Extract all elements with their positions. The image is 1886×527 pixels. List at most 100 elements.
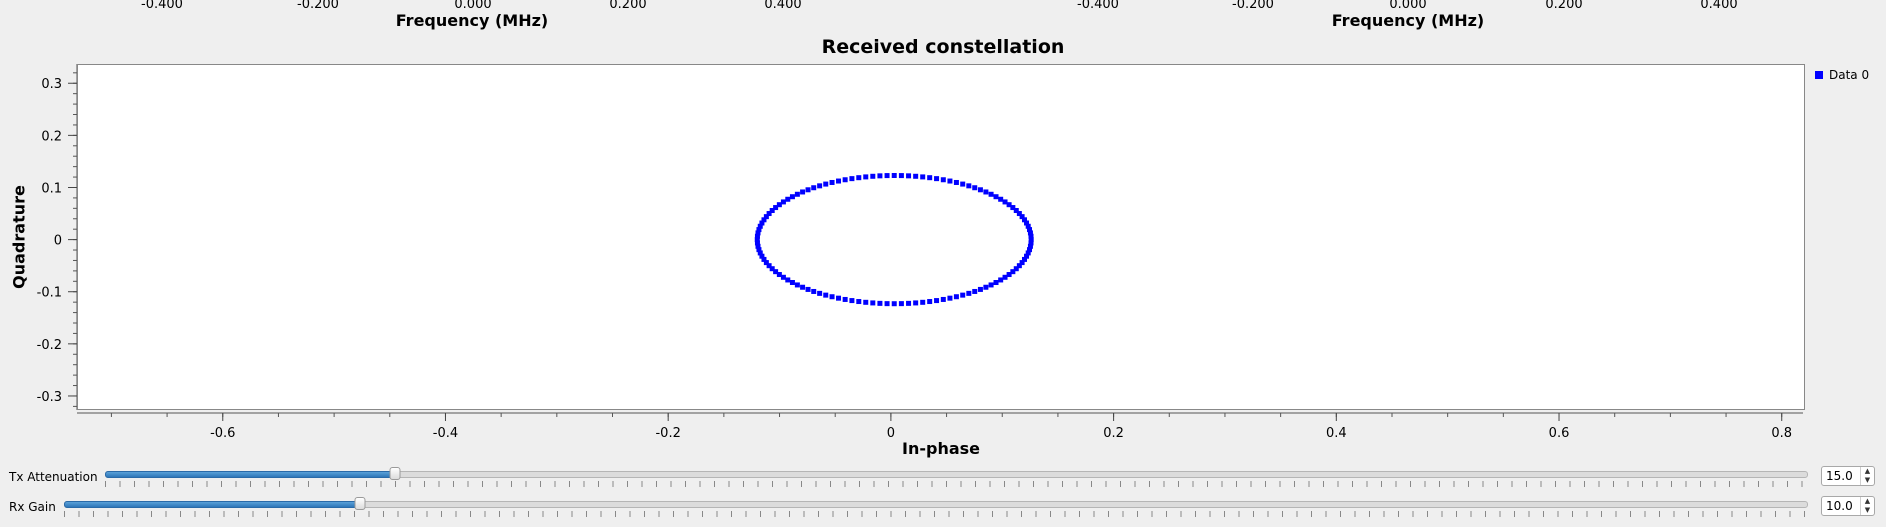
data-point — [856, 299, 862, 305]
top-right-tick: -0.400 — [1077, 0, 1119, 12]
data-point — [759, 253, 765, 259]
data-point — [998, 277, 1004, 283]
data-point — [1010, 205, 1016, 211]
data-point — [1027, 227, 1033, 233]
top-left-axis-title: Frequency (MHz) — [395, 11, 549, 30]
data-point — [789, 280, 795, 286]
slider-handle[interactable] — [389, 467, 400, 480]
data-point — [789, 194, 795, 200]
data-point — [1006, 272, 1012, 278]
x-tick-label: -0.2 — [655, 426, 680, 441]
plot-canvas[interactable] — [77, 64, 1805, 410]
data-point — [794, 191, 800, 197]
data-point — [773, 205, 779, 211]
data-point — [884, 173, 890, 179]
rx-gain-slider[interactable] — [64, 494, 1808, 518]
data-point — [794, 282, 800, 288]
top-left-tick: 0.400 — [764, 0, 802, 12]
constellation-plot — [754, 172, 1034, 307]
data-point — [761, 217, 767, 223]
data-point — [1025, 250, 1031, 256]
data-point — [805, 286, 811, 292]
data-point — [953, 294, 959, 300]
spin-arrows-icon[interactable]: ▲ ▼ — [1860, 467, 1874, 485]
slider-handle[interactable] — [354, 497, 366, 510]
y-tick-label: 0.2 — [41, 129, 62, 144]
data-point — [766, 263, 772, 269]
x-tick-label: 0.2 — [1103, 426, 1124, 441]
data-point — [754, 233, 760, 239]
data-point — [920, 299, 926, 305]
tx-attenuation-spinbox[interactable]: 15.0 ▲ ▼ — [1821, 466, 1875, 486]
data-point — [1028, 240, 1034, 246]
data-point — [1006, 202, 1012, 208]
data-point — [1010, 269, 1016, 275]
legend-label: Data 0 — [1829, 68, 1870, 82]
data-point — [1025, 223, 1031, 229]
top-right-tick: 0.000 — [1389, 0, 1427, 12]
data-point — [960, 181, 966, 187]
data-point — [1002, 274, 1008, 280]
top-right-tick: -0.200 — [1232, 0, 1274, 12]
data-point — [972, 288, 978, 294]
top-right-tick: 0.400 — [1700, 0, 1738, 12]
data-point — [1028, 233, 1034, 239]
data-point — [763, 260, 769, 266]
data-point — [1021, 217, 1027, 223]
top-left-tick: -0.400 — [141, 0, 183, 12]
data-point — [823, 181, 829, 187]
data-point — [785, 196, 791, 202]
data-point — [849, 176, 855, 182]
top-left-tick: 0.000 — [454, 0, 492, 12]
data-point — [800, 189, 806, 195]
rx-gain-spinbox[interactable]: 10.0 ▲ ▼ — [1821, 496, 1875, 516]
top-right-tick: 0.200 — [1545, 0, 1583, 12]
data-point — [966, 290, 972, 296]
data-point — [934, 176, 940, 182]
y-axis: 0.3 0.2 0.1 0 -0.1 -0.2 -0.3 — [37, 64, 78, 410]
data-point — [756, 247, 762, 253]
data-point — [817, 183, 823, 189]
data-point — [898, 173, 904, 179]
data-point — [906, 173, 912, 179]
slider-fill — [64, 501, 363, 508]
data-point — [754, 237, 760, 243]
data-point — [780, 274, 786, 280]
top-right-axis-title: Frequency (MHz) — [1331, 11, 1485, 30]
data-point — [849, 298, 855, 304]
data-point — [1019, 214, 1025, 220]
data-point — [811, 185, 817, 191]
x-tick-label: 0.8 — [1771, 426, 1792, 441]
data-point — [927, 175, 933, 181]
data-point — [829, 179, 835, 185]
data-point — [877, 173, 883, 179]
x-tick-label: 0 — [887, 426, 895, 441]
data-point — [766, 211, 772, 217]
data-point — [1024, 253, 1030, 259]
data-point — [829, 294, 835, 300]
data-point — [940, 177, 946, 183]
data-point — [1021, 256, 1027, 262]
data-point — [761, 256, 767, 262]
tx-attenuation-slider[interactable] — [105, 464, 1808, 488]
slider-ticks — [105, 481, 1808, 487]
data-point — [757, 250, 763, 256]
data-point — [1027, 247, 1033, 253]
data-point — [863, 174, 869, 180]
data-point — [983, 189, 989, 195]
data-point — [756, 227, 762, 233]
top-left-tick: -0.200 — [297, 0, 339, 12]
data-point — [913, 173, 919, 179]
data-point — [842, 177, 848, 183]
data-point — [769, 208, 775, 214]
data-point — [966, 183, 972, 189]
data-point — [780, 199, 786, 205]
data-point — [977, 187, 983, 193]
spin-arrows-icon[interactable]: ▲ ▼ — [1860, 497, 1874, 515]
data-point — [913, 300, 919, 306]
data-point — [1016, 263, 1022, 269]
data-point — [763, 214, 769, 220]
legend[interactable]: Data 0 — [1815, 68, 1869, 82]
x-axis: -0.6 -0.4 -0.2 0 0.2 0.4 0.6 0.8 — [77, 412, 1803, 441]
data-point — [1024, 220, 1030, 226]
